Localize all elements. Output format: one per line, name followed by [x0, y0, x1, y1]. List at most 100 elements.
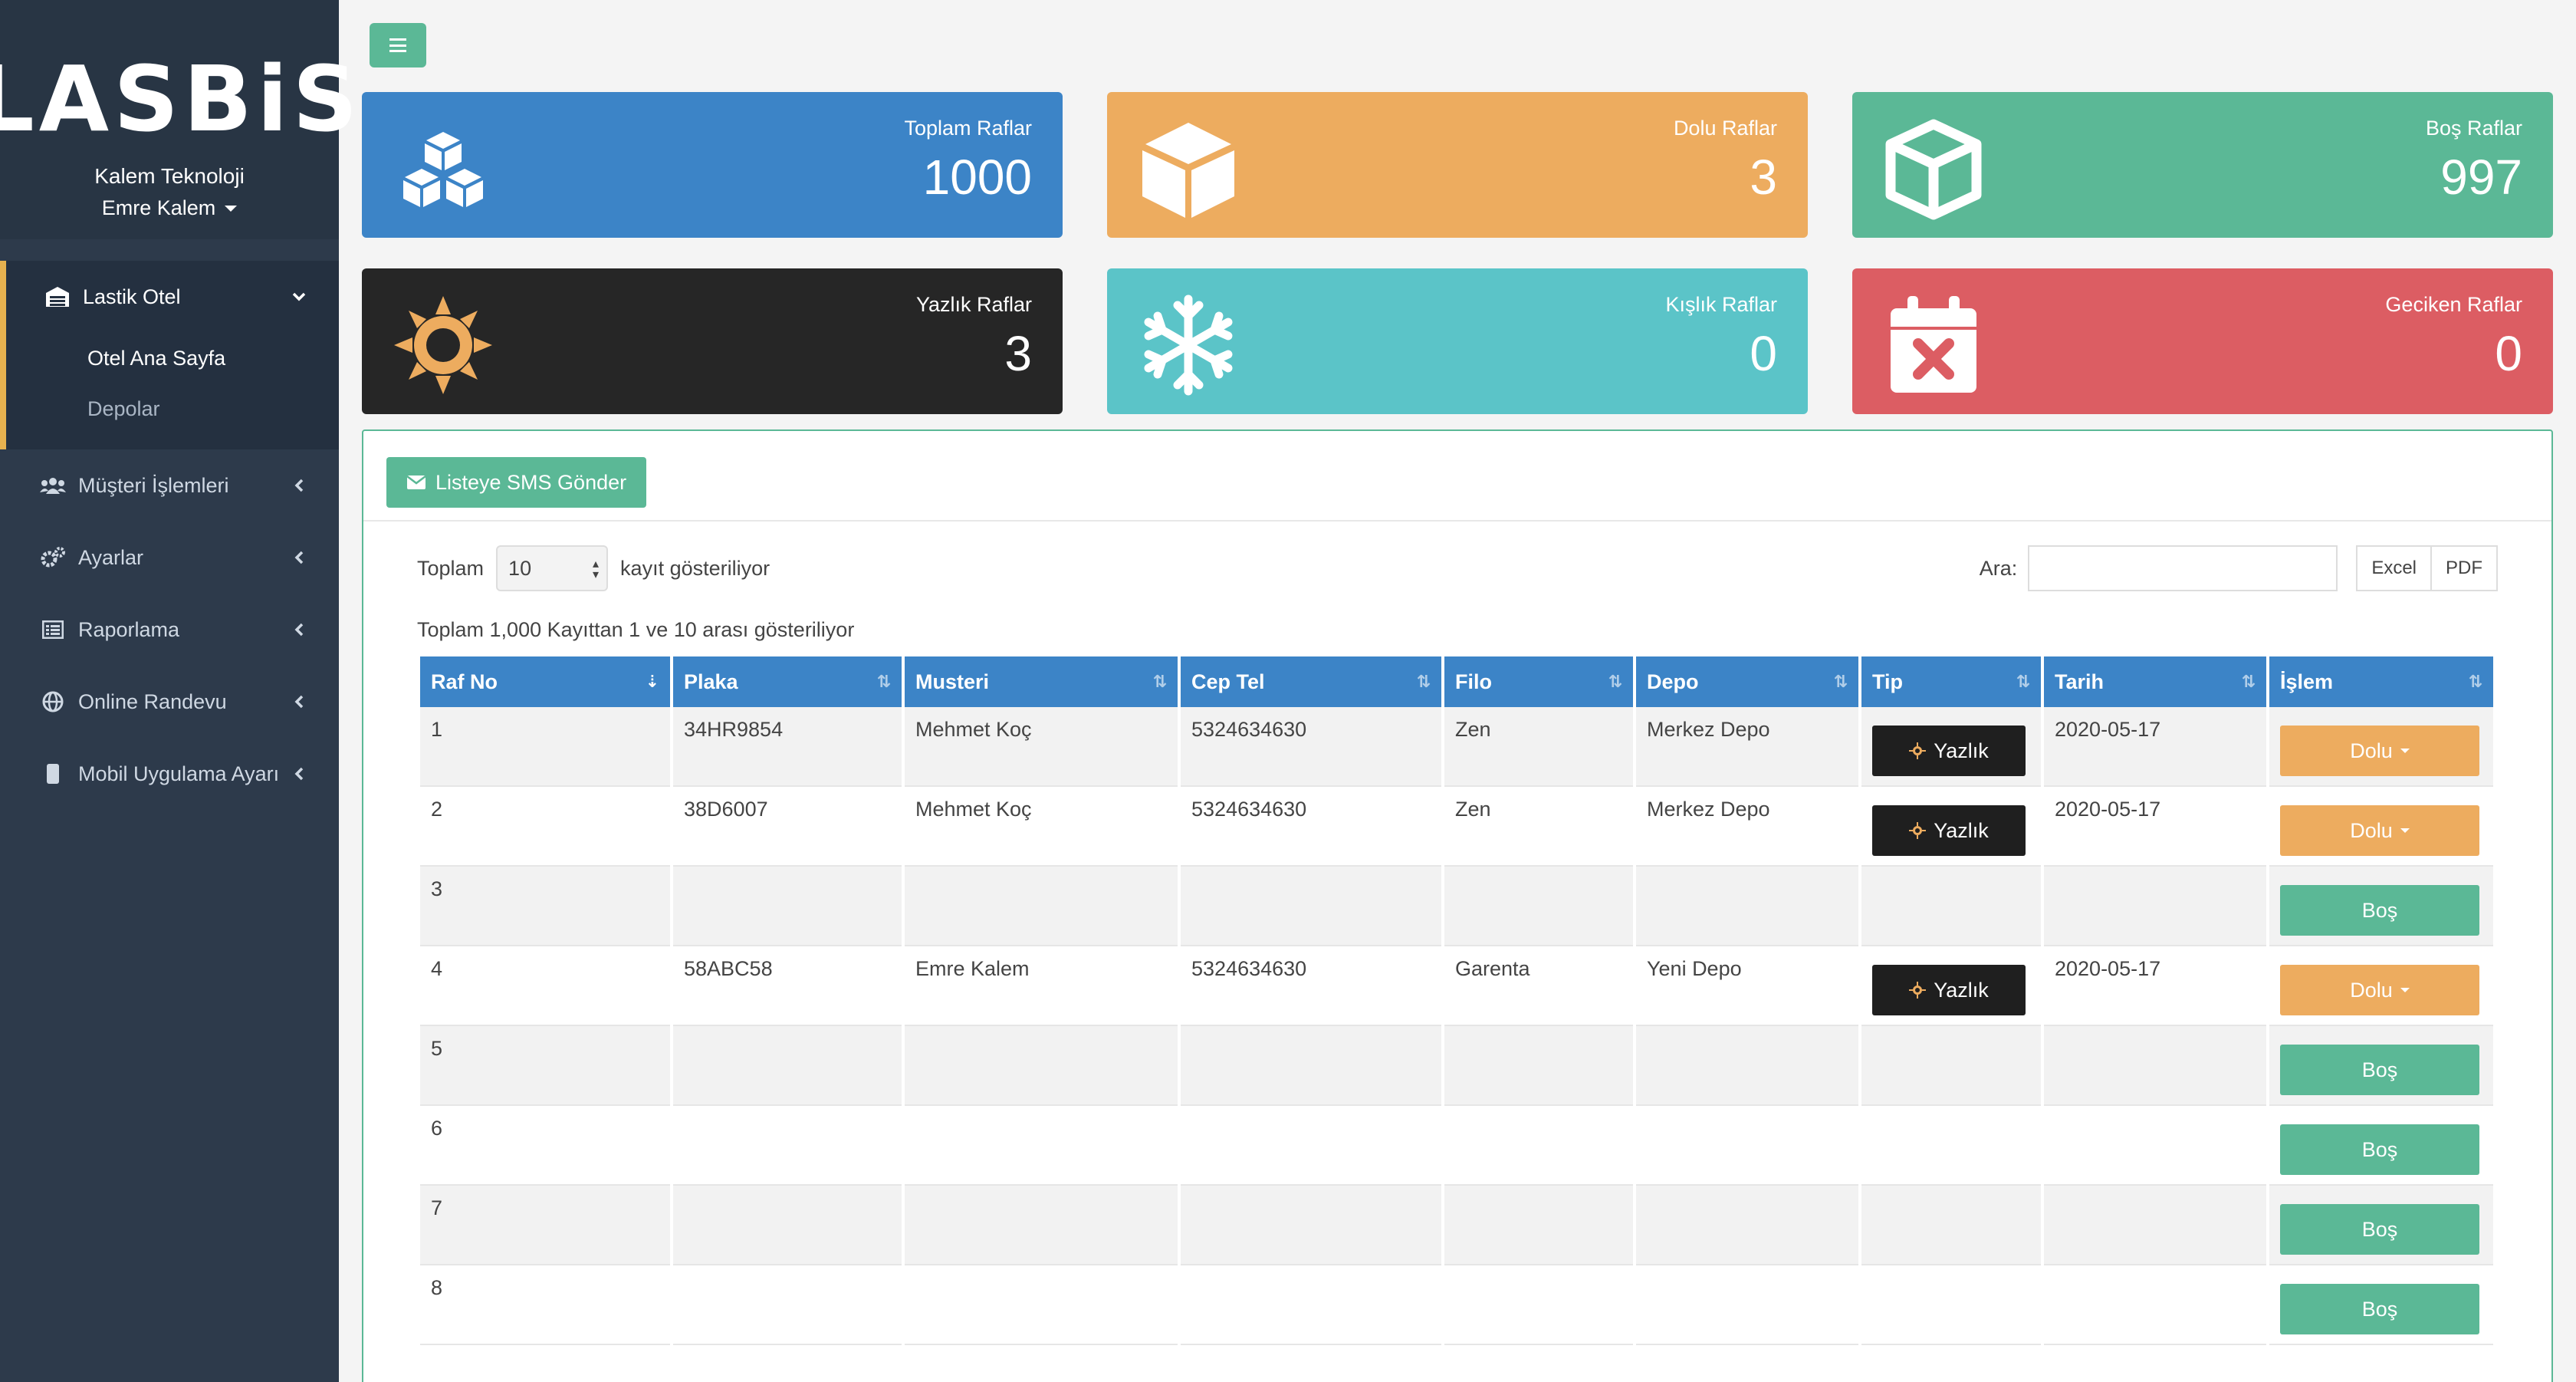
chevron-left-icon: [290, 476, 308, 495]
cell-tel: [1181, 1106, 1441, 1186]
bos-button[interactable]: Boş: [2280, 1204, 2479, 1255]
cell-tarih: [2044, 1026, 2266, 1106]
cell-raf: 6: [420, 1106, 670, 1186]
bos-button[interactable]: Boş: [2280, 1284, 2479, 1334]
search-label: Ara:: [1979, 556, 2018, 580]
sidebar-item-lastik-otel[interactable]: Lastik Otel: [6, 261, 339, 333]
cell-tip: Yazlık: [1861, 787, 2041, 867]
cell-depo: [1636, 1186, 1858, 1265]
stat-geciken-raflar[interactable]: Geciken Raflar 0: [1852, 268, 2553, 414]
cell-islem: Boş: [2269, 867, 2493, 946]
caret-down-icon: [2400, 828, 2410, 833]
dolu-dropdown-button[interactable]: Dolu: [2280, 805, 2479, 856]
sidebar-toggle-button[interactable]: [370, 23, 426, 67]
column-header[interactable]: Depo ⇅: [1636, 656, 1858, 707]
dolu-dropdown-button[interactable]: Dolu: [2280, 965, 2479, 1015]
user-menu[interactable]: Emre Kalem: [102, 196, 238, 220]
cell-depo: Merkez Depo: [1636, 707, 1858, 787]
submenu-item-otel-ana-sayfa[interactable]: Otel Ana Sayfa: [87, 346, 226, 370]
sidebar-item-label: Müşteri İşlemleri: [78, 473, 229, 497]
table-body: 1 34HR9854 Mehmet Koç 5324634630 Zen Merkez D…: [420, 707, 2493, 1345]
cell-raf: 3: [420, 867, 670, 946]
column-header-label: İşlem: [2280, 670, 2334, 693]
cell-depo: [1636, 867, 1858, 946]
cell-filo: [1444, 867, 1633, 946]
search-input[interactable]: [2028, 545, 2338, 591]
cell-depo: [1636, 1265, 1858, 1345]
cell-depo: [1636, 1106, 1858, 1186]
caret-down-icon: [225, 205, 238, 212]
user-name: Emre Kalem: [101, 196, 216, 219]
dolu-dropdown-button[interactable]: Dolu: [2280, 726, 2479, 776]
stat-bos-raflar[interactable]: Boş Raflar 997: [1852, 92, 2553, 238]
page-length-select[interactable]: 10 ▴ ▾: [496, 545, 609, 591]
sort-icon: ⇅: [876, 672, 891, 691]
sort-icon: ⇅: [2468, 672, 2482, 691]
sidebar-item-online-randevu[interactable]: Online Randevu: [0, 666, 339, 738]
sidebar-item-raporlama[interactable]: Raporlama: [0, 594, 339, 666]
bos-button[interactable]: Boş: [2280, 1045, 2479, 1095]
excel-export-button[interactable]: Excel: [2356, 545, 2432, 591]
cell-musteri: Mehmet Koç: [905, 707, 1178, 787]
table-row: 8 Boş: [420, 1265, 2493, 1345]
cell-filo: Zen: [1444, 707, 1633, 787]
stat-value: 1000: [922, 150, 1032, 205]
send-sms-button[interactable]: Listeye SMS Gönder: [386, 457, 647, 508]
users-icon: [40, 472, 66, 499]
cell-tarih: [2044, 867, 2266, 946]
column-header-label: Musteri: [915, 670, 990, 693]
column-header[interactable]: Raf No ⇣: [420, 656, 670, 707]
column-header[interactable]: Tip ⇅: [1861, 656, 2041, 707]
cell-islem: Boş: [2269, 1265, 2493, 1345]
cell-islem: Dolu: [2269, 707, 2493, 787]
stat-dolu-raflar[interactable]: Dolu Raflar 3: [1107, 92, 1808, 238]
sort-icon: ⇅: [1608, 672, 1622, 691]
cell-tel: 5324634630: [1181, 787, 1441, 867]
sidebar-item-mobil-uygulama[interactable]: Mobil Uygulama Ayarı: [0, 738, 339, 810]
sort-asc-icon: ⇣: [645, 672, 659, 691]
cell-islem: Dolu: [2269, 946, 2493, 1026]
table-row: 5 Boş: [420, 1026, 2493, 1106]
sidebar-item-ayarlar[interactable]: Ayarlar: [0, 522, 339, 594]
sort-icon: ⇅: [1833, 672, 1848, 691]
column-header[interactable]: Tarih ⇅: [2044, 656, 2266, 707]
table-row: 4 58ABC58 Emre Kalem 5324634630 Garenta Yeni …: [420, 946, 2493, 1026]
stat-yazlik-raflar[interactable]: Yazlık Raflar 3: [362, 268, 1063, 414]
cell-tip: [1861, 867, 2041, 946]
bos-button[interactable]: Boş: [2280, 885, 2479, 936]
sun-icon: [394, 296, 492, 394]
column-header[interactable]: Musteri ⇅: [905, 656, 1178, 707]
cell-plaka: 34HR9854: [673, 707, 902, 787]
sort-icon: ⇅: [1152, 672, 1167, 691]
cell-musteri: [905, 1186, 1178, 1265]
sidebar-item-label: Lastik Otel: [83, 285, 181, 308]
column-header[interactable]: İşlem ⇅: [2269, 656, 2493, 707]
table-header-row: Raf No ⇣ Plaka ⇅ Musteri ⇅ Cep Tel ⇅ Filo ⇅ Depo ⇅ T…: [420, 656, 2493, 707]
sort-icon: ⇅: [2241, 672, 2256, 691]
bos-button[interactable]: Boş: [2280, 1124, 2479, 1175]
page-length-control: Toplam 10 ▴ ▾ kayıt gösteriliyor: [417, 545, 770, 592]
table-row: 2 38D6007 Mehmet Koç 5324634630 Zen Merkez De…: [420, 787, 2493, 867]
pdf-export-button[interactable]: PDF: [2432, 545, 2498, 591]
cell-tel: [1181, 1265, 1441, 1345]
cell-islem: Boş: [2269, 1026, 2493, 1106]
select-arrows-icon: ▴ ▾: [593, 558, 600, 581]
cell-tip: [1861, 1265, 2041, 1345]
column-header[interactable]: Plaka ⇅: [673, 656, 902, 707]
sidebar-item-musteri-islemleri[interactable]: Müşteri İşlemleri: [0, 449, 339, 522]
cell-tel: [1181, 867, 1441, 946]
export-buttons: Excel PDF: [2356, 545, 2498, 591]
submenu-item-depolar[interactable]: Depolar: [87, 397, 160, 420]
tip-label: Yazlık: [1934, 978, 1989, 1002]
divider: [363, 520, 2551, 522]
cell-raf: 8: [420, 1265, 670, 1345]
main-content: Toplam Raflar 1000 Dolu Raflar 3 Boş Raf…: [339, 0, 2576, 1382]
action-label: Boş: [2361, 1297, 2398, 1321]
column-header[interactable]: Filo ⇅: [1444, 656, 1633, 707]
stat-kislik-raflar[interactable]: Kışlık Raflar 0: [1107, 268, 1808, 414]
column-header[interactable]: Cep Tel ⇅: [1181, 656, 1441, 707]
column-header-label: Raf No: [431, 670, 498, 693]
sidebar-brand: LASBiS Kalem Teknoloji Emre Kalem: [0, 0, 357, 239]
table-row: 6 Boş: [420, 1106, 2493, 1186]
stat-toplam-raflar[interactable]: Toplam Raflar 1000: [362, 92, 1063, 238]
